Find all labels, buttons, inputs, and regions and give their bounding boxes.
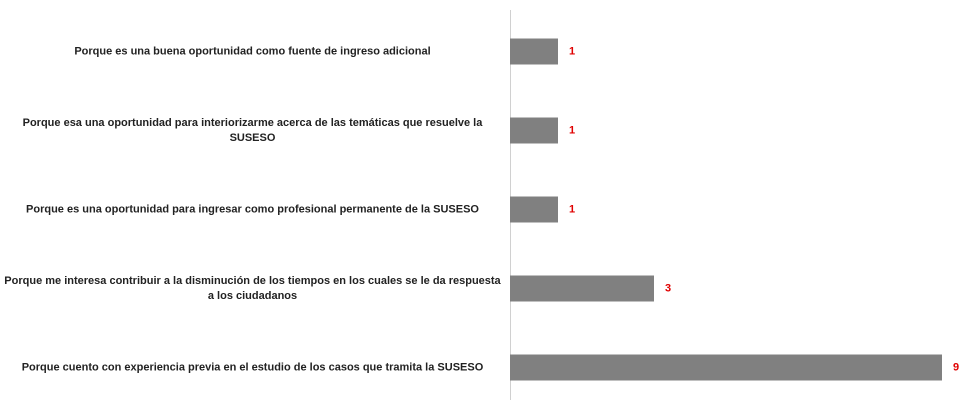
value-label: 3	[665, 282, 671, 294]
value-label: 9	[953, 361, 959, 373]
category-label: Porque es una oportunidad para ingresar …	[26, 203, 479, 215]
bar	[510, 38, 558, 65]
category-label: Porque me interesa contribuir a la dismi…	[4, 274, 501, 302]
value-label: 1	[569, 203, 575, 215]
category-label: Porque cuento con experiencia previa en …	[21, 361, 484, 373]
bar	[510, 196, 558, 223]
category-label: Porque es una buena oportunidad como fue…	[74, 45, 431, 57]
category-label: Porque esa una oportunidad para interior…	[22, 116, 483, 144]
value-label: 1	[569, 45, 575, 57]
bar	[510, 354, 942, 381]
bar	[510, 275, 654, 302]
bar	[510, 117, 558, 144]
value-label: 1	[569, 124, 575, 136]
